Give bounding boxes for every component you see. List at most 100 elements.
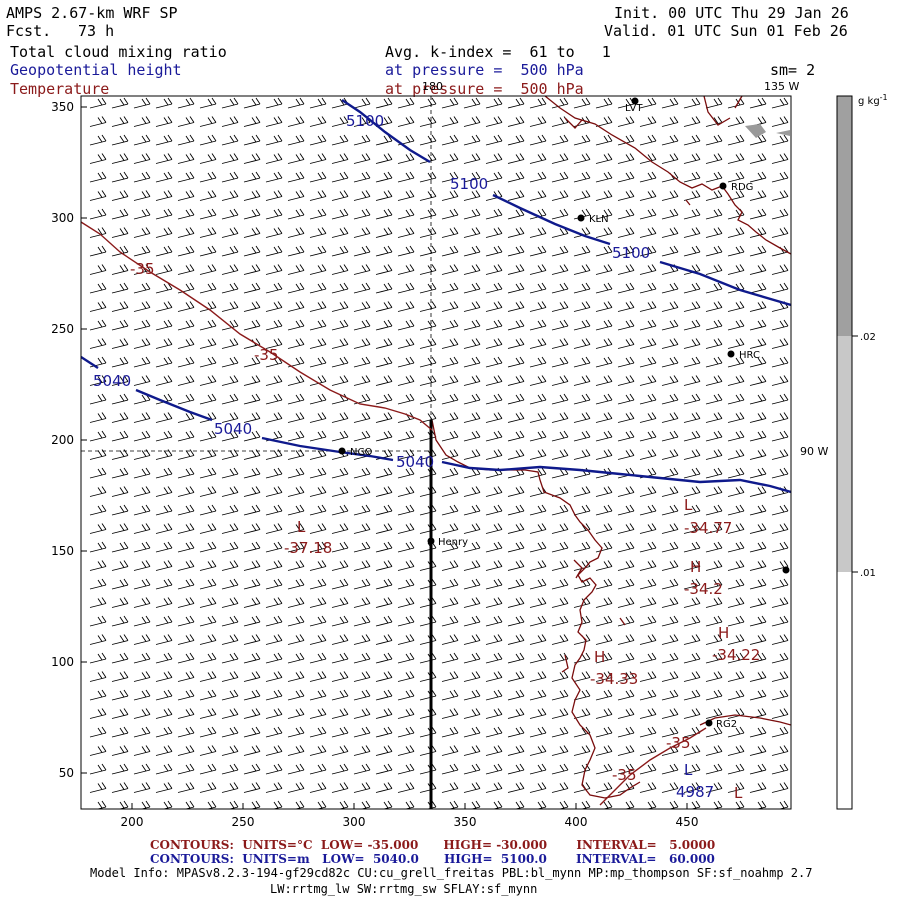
wind-barb [617,504,635,516]
wind-barb [111,301,129,312]
wind-barb [683,597,701,608]
wind-barb [287,708,305,719]
wind-barb [507,264,525,275]
wind-barb [727,689,745,701]
wind-barb [419,615,437,627]
wind-barb [331,652,349,664]
wind-barb [683,708,701,719]
wind-barb [727,430,745,442]
wind-barb [199,153,217,164]
wind-barb [265,449,283,460]
wind-barb [727,708,745,719]
wind-barb [118,800,129,809]
wind-barb [199,356,217,368]
wind-barb [353,615,371,627]
wind-barb [155,116,173,127]
wind-barb [705,615,723,627]
wind-barb [221,227,239,238]
wind-barb [331,430,349,442]
wind-barb [133,356,151,368]
wind-barb [639,782,657,793]
wind-barb [177,356,195,368]
wind-barb [529,153,547,164]
wind-barb [705,338,723,349]
wind-barb [397,578,415,590]
wind-barb [756,800,767,809]
wind-barb [184,800,195,809]
wind-barb [661,449,679,460]
wind-barb [265,190,283,201]
wind-barb [573,171,591,183]
wind-barb [727,504,745,516]
extremum-type: H [690,558,701,576]
y-tick-label: 150 [51,544,74,558]
wind-barb [727,356,745,368]
wind-barb [243,245,261,257]
wind-barb [375,671,393,682]
wind-barb [111,504,129,516]
wind-barb [177,467,195,479]
extremum-type: H [718,624,729,642]
wind-barb [133,523,151,534]
wind-barb [221,282,239,294]
wind-barb [353,190,371,201]
wind-barb [441,615,459,627]
wind-barb [199,615,217,627]
wind-barb [441,245,459,257]
wind-barb [89,134,107,146]
wind-barb [177,708,195,719]
wind-barb [507,301,525,312]
colorbar-label: .02 [860,332,876,343]
wind-barb [705,227,723,238]
wind-barb [177,375,195,386]
wind-barb [221,745,239,756]
y-tick-label: 350 [51,100,74,114]
wind-barb [617,449,635,460]
wind-barb [287,430,305,442]
wind-barb [177,523,195,534]
wind-barb [573,301,591,312]
wind-barb [661,671,679,682]
wind-barb [221,375,239,386]
wind-barb [360,800,371,809]
wind-barb [331,301,349,312]
wind-barb [749,208,767,220]
wind-barb [199,227,217,238]
wind-barb [485,338,503,349]
wind-barb [199,504,217,516]
wind-barb [419,190,437,201]
wind-barb [309,541,327,553]
wind-barb [89,393,107,405]
wind-barb [243,726,261,738]
wind-barb [177,412,195,423]
wind-barb [661,208,679,220]
wind-barb [177,319,195,331]
wind-barb [375,282,393,294]
wind-barb [375,652,393,664]
wind-barb [111,97,129,109]
wind-barb [287,671,305,682]
wind-barb [617,578,635,590]
wind-barb [617,689,635,701]
wind-barb [199,541,217,553]
wind-barb [133,634,151,645]
wind-barb [705,541,723,553]
wind-barb [617,356,635,368]
smoothing-label: sm= 2 [770,61,816,79]
wind-barb [199,708,217,719]
wind-barb [661,245,679,257]
wind-barb [375,486,393,497]
wind-barb [595,504,613,516]
wind-barb [309,467,327,479]
wind-barb [573,338,591,349]
wind-barb [265,264,283,275]
wind-barb [727,763,745,775]
wind-barb [683,504,701,516]
wind-barb [485,356,503,368]
wind-barb [199,208,217,220]
wind-barb [727,597,745,608]
wind-barb [448,800,459,809]
wind-barb [419,763,437,775]
wind-barb [441,282,459,294]
wind-barb [206,800,217,809]
